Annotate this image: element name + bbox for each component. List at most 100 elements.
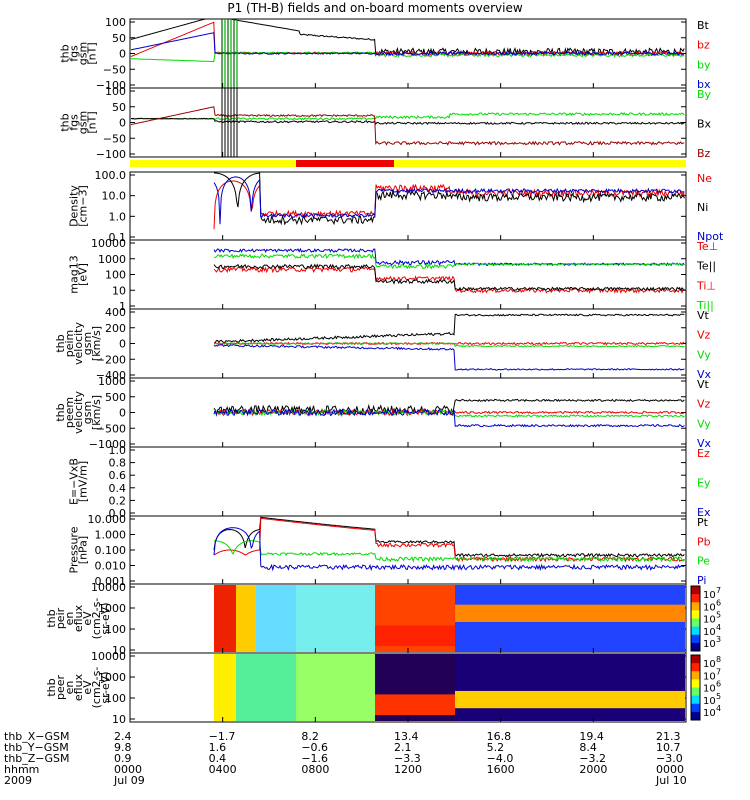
eph-value: 19.4 bbox=[579, 730, 604, 743]
colorbar-tick: 10 bbox=[703, 708, 716, 719]
legend-Pi: Pi bbox=[697, 574, 706, 587]
legend-Ex: Ex bbox=[697, 506, 711, 519]
eph-value: 21.3 bbox=[656, 730, 681, 743]
y-axis-label: peem bbox=[63, 397, 76, 428]
eph-value: 0000 bbox=[114, 763, 142, 776]
panel-peem: 1000 500 0 −500 −1000 thbpeemvelocitygsm[km/s… bbox=[54, 375, 712, 451]
y-tick-label: 1000 bbox=[98, 602, 126, 615]
y-axis-label: (cm2-s- bbox=[90, 667, 103, 709]
panel-frame bbox=[129, 239, 687, 310]
y-axis-label: peir bbox=[54, 607, 67, 629]
spectrogram-band bbox=[375, 694, 455, 716]
y-tick-label: 200 bbox=[105, 322, 126, 335]
series-Tipar bbox=[213, 253, 685, 270]
legend-by: by bbox=[697, 58, 711, 71]
y-axis-label: sr-eV) bbox=[99, 671, 112, 703]
y-axis-label: mag13 bbox=[68, 255, 81, 293]
colorbar-tick: 10 bbox=[703, 671, 716, 682]
y-tick-label: 0 bbox=[119, 407, 126, 420]
eph-value: 8.4 bbox=[579, 741, 597, 754]
y-axis-label: fgs bbox=[68, 114, 81, 131]
y-tick-label: 0.8 bbox=[109, 457, 127, 470]
legend-Vz: Vz bbox=[697, 329, 711, 342]
y-axis-label: gsm bbox=[81, 401, 94, 424]
eph-value: 0.9 bbox=[114, 752, 132, 765]
y-tick-label: 50 bbox=[112, 101, 126, 114]
eph-value: 10.7 bbox=[656, 741, 681, 754]
series-bx bbox=[130, 32, 685, 57]
colorbar-tick-exp: 3 bbox=[716, 635, 721, 644]
legend-Bz: Bz bbox=[697, 147, 711, 160]
y-axis-label: peim bbox=[63, 330, 76, 358]
y-axis-label: fgs bbox=[68, 45, 81, 62]
y-tick-label: −50 bbox=[103, 63, 126, 76]
spectrogram-block bbox=[455, 654, 685, 721]
panel-temp: 10000 1000 100 10 1 mag13[eV] Te⊥ Te|| Ti⊥ Ti|| bbox=[68, 237, 719, 313]
y-axis-label: thb bbox=[59, 113, 72, 131]
spectrogram-band bbox=[375, 625, 455, 647]
colorbar-tick-exp: 5 bbox=[716, 692, 721, 701]
series-Vy bbox=[213, 342, 685, 348]
panel-frame bbox=[129, 446, 687, 517]
y-tick-label: −100 bbox=[96, 148, 126, 161]
colorbar-cell bbox=[691, 618, 700, 628]
colorbar-tick-exp: 5 bbox=[716, 611, 721, 620]
colorbar-tick-exp: 6 bbox=[716, 680, 721, 689]
colorbar-tick: 10 bbox=[703, 602, 716, 613]
legend-Ni: Ni bbox=[697, 201, 708, 214]
colorbar-frame bbox=[690, 585, 701, 652]
eph-label-year: 2009 bbox=[4, 774, 32, 787]
colorbar-tick: 10 bbox=[703, 627, 716, 638]
page-title: P1 (TH-B) fields and on-board moments ov… bbox=[227, 1, 523, 15]
y-tick-label: 0 bbox=[119, 117, 126, 130]
spectrogram-block bbox=[256, 585, 296, 652]
y-axis-label: [km/s] bbox=[90, 395, 103, 430]
spectrogram-block bbox=[214, 654, 236, 721]
y-axis-label: gsm bbox=[81, 332, 94, 355]
colorbar-tick-exp: 7 bbox=[716, 667, 721, 676]
y-tick-label: 0.100 bbox=[95, 544, 127, 557]
y-axis-label: E=−VxB bbox=[68, 458, 81, 505]
y-axis-label: sr-eV) bbox=[99, 602, 112, 634]
y-tick-label: 0.4 bbox=[109, 482, 127, 495]
eph-value: −0.6 bbox=[301, 741, 329, 754]
y-tick-label: 10000 bbox=[91, 237, 126, 250]
eph-value: 13.4 bbox=[394, 730, 419, 743]
y-axis-label: velocity bbox=[72, 391, 85, 434]
colorbar-cell bbox=[691, 655, 700, 664]
y-axis-label: [cm−3] bbox=[77, 185, 90, 227]
y-tick-label: 10.000 bbox=[88, 513, 127, 526]
colorbar-cell bbox=[691, 687, 700, 697]
colorbar-tick-exp: 6 bbox=[716, 598, 721, 607]
colorbar-cell bbox=[691, 695, 700, 705]
eph-value: −3.0 bbox=[656, 752, 683, 765]
colorbar-tick-exp: 4 bbox=[716, 704, 721, 713]
series-Ne bbox=[213, 180, 685, 230]
y-axis-label: gsm bbox=[77, 42, 90, 65]
y-tick-label: 10 bbox=[112, 713, 126, 726]
y-axis-label: eflux bbox=[72, 604, 85, 632]
y-tick-label: −400 bbox=[96, 369, 126, 382]
y-tick-label: 10.0 bbox=[102, 190, 127, 203]
legend-Npot: Npot bbox=[697, 230, 724, 243]
y-axis-label: en bbox=[63, 681, 76, 695]
legend-Ne: Ne bbox=[697, 172, 712, 185]
eph-value: 0000 bbox=[656, 763, 684, 776]
y-axis-label: gsm bbox=[77, 111, 90, 134]
y-axis-label: [nPa] bbox=[77, 536, 90, 564]
eph-value: 16.8 bbox=[486, 730, 512, 743]
y-tick-label: −100 bbox=[96, 79, 126, 92]
eph-value: −3.3 bbox=[394, 752, 421, 765]
y-axis-label: thb bbox=[54, 334, 67, 352]
legend-Pb: Pb bbox=[697, 535, 711, 548]
panel-peir: 10000 1000 100 10 thbpeirenefluxeV(cm2-s-sr-… bbox=[45, 581, 721, 657]
status-bar-red bbox=[296, 160, 394, 167]
colorbar-tick-exp: 8 bbox=[716, 655, 721, 664]
colorbar-cell bbox=[691, 602, 700, 611]
y-tick-label: 500 bbox=[105, 391, 126, 404]
panel-pressure: 10.000 1.000 0.100 0.010 0.001 Pressure[nPa] P… bbox=[68, 513, 711, 588]
y-tick-label: −500 bbox=[96, 422, 126, 435]
y-axis-label: eV bbox=[81, 680, 94, 695]
